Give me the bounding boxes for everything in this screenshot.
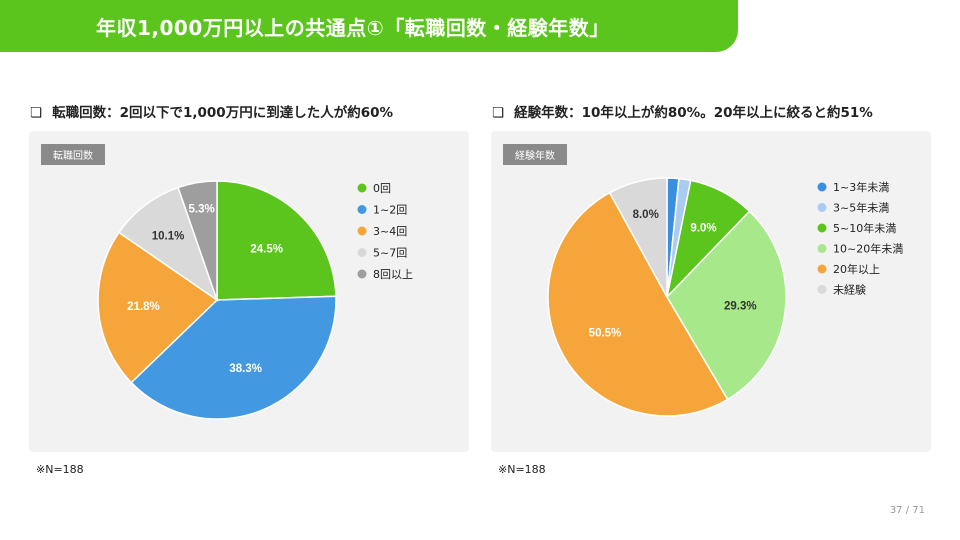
slice-data-label: 10.1%	[152, 231, 185, 243]
legend-swatch	[357, 205, 367, 214]
checkbox-bullet-icon: ❏	[30, 105, 43, 121]
checkbox-bullet-icon: ❏	[492, 105, 505, 121]
job-change-pie-chart: 24.5% 38.3% 21.8% 10.1% 5.3% 0回 1~2回 3~4回 5~7回 8回…	[97, 180, 413, 420]
legend-label: 1~3年未満	[833, 180, 889, 194]
legend-swatch	[817, 223, 827, 233]
pie-slice	[547, 191, 729, 417]
right-sample-note: ※N=188	[498, 463, 546, 476]
slice-data-label: 8.0%	[633, 209, 659, 221]
slice-data-label: 9.0%	[690, 222, 716, 234]
pie-slice	[608, 177, 668, 298]
legend-label: 10~20年未満	[833, 242, 903, 256]
legend-swatch	[817, 285, 827, 294]
legend-label: 3~5年未満	[833, 201, 889, 215]
experience-years-pie-chart: 9.0% 29.3% 50.5% 8.0% 1~3年未満 3~5年未満 5~10年未満 10~…	[547, 177, 903, 417]
legend-swatch	[357, 226, 367, 236]
slice-data-label: 50.5%	[589, 327, 622, 339]
pie-slice	[177, 180, 218, 301]
pie-slice	[117, 186, 219, 302]
legend-swatch	[357, 269, 367, 279]
legend-swatch	[817, 203, 827, 212]
pie-slice	[97, 231, 219, 384]
pie-slice	[666, 210, 787, 401]
legend-label: 未経験	[833, 283, 866, 297]
slice-data-label: 29.3%	[724, 301, 757, 313]
legend-swatch	[357, 248, 367, 257]
left-chart-panel: 転職回数 24.5% 38.3% 21.8% 10.1% 5.3% 0回 1~2回 3~4回 5…	[29, 131, 469, 452]
left-heading-text: 転職回数：2回以下で1,000万円に到達した人が約60%	[52, 105, 394, 121]
legend-label: 5~10年未満	[833, 221, 896, 235]
legend-label: 20年以上	[833, 262, 880, 276]
legend-label: 5~7回	[373, 247, 407, 260]
slice-data-label: 5.3%	[189, 203, 215, 215]
legend-swatch	[817, 182, 827, 192]
legend-label: 0回	[373, 182, 391, 195]
legend-swatch	[817, 264, 827, 274]
legend-swatch	[817, 244, 827, 253]
page-number: 37 / 71	[889, 505, 925, 516]
legend-swatch	[357, 183, 367, 193]
left-heading: ❏ 転職回数：2回以下で1,000万円に到達した人が約60%	[30, 101, 393, 121]
pie-slice	[216, 180, 337, 301]
left-sample-note: ※N=188	[36, 463, 84, 476]
legend-label: 1~2回	[373, 204, 407, 217]
right-chart-tag: 経験年数	[503, 144, 567, 165]
right-heading: ❏ 経験年数：10年以上が約80%。20年以上に絞ると約51%	[492, 101, 873, 121]
page-title: 年収1,000万円以上の共通点①「転職回数・経験年数」	[96, 16, 610, 40]
pie-slice	[130, 295, 337, 420]
slice-data-label: 21.8%	[127, 301, 160, 313]
title-bar: 年収1,000万円以上の共通点①「転職回数・経験年数」	[0, 0, 738, 52]
legend-label: 8回以上	[373, 268, 413, 281]
slice-data-label: 38.3%	[229, 363, 262, 375]
left-chart-tag: 転職回数	[41, 144, 105, 165]
slice-data-label: 24.5%	[250, 244, 283, 256]
right-chart-panel: 経験年数 9.0% 29.3% 50.5% 8.0% 1~3年未満 3~5年未満 5~10年…	[491, 131, 931, 452]
right-heading-text: 経験年数：10年以上が約80%。20年以上に絞ると約51%	[514, 105, 873, 121]
legend-label: 3~4回	[373, 225, 407, 238]
